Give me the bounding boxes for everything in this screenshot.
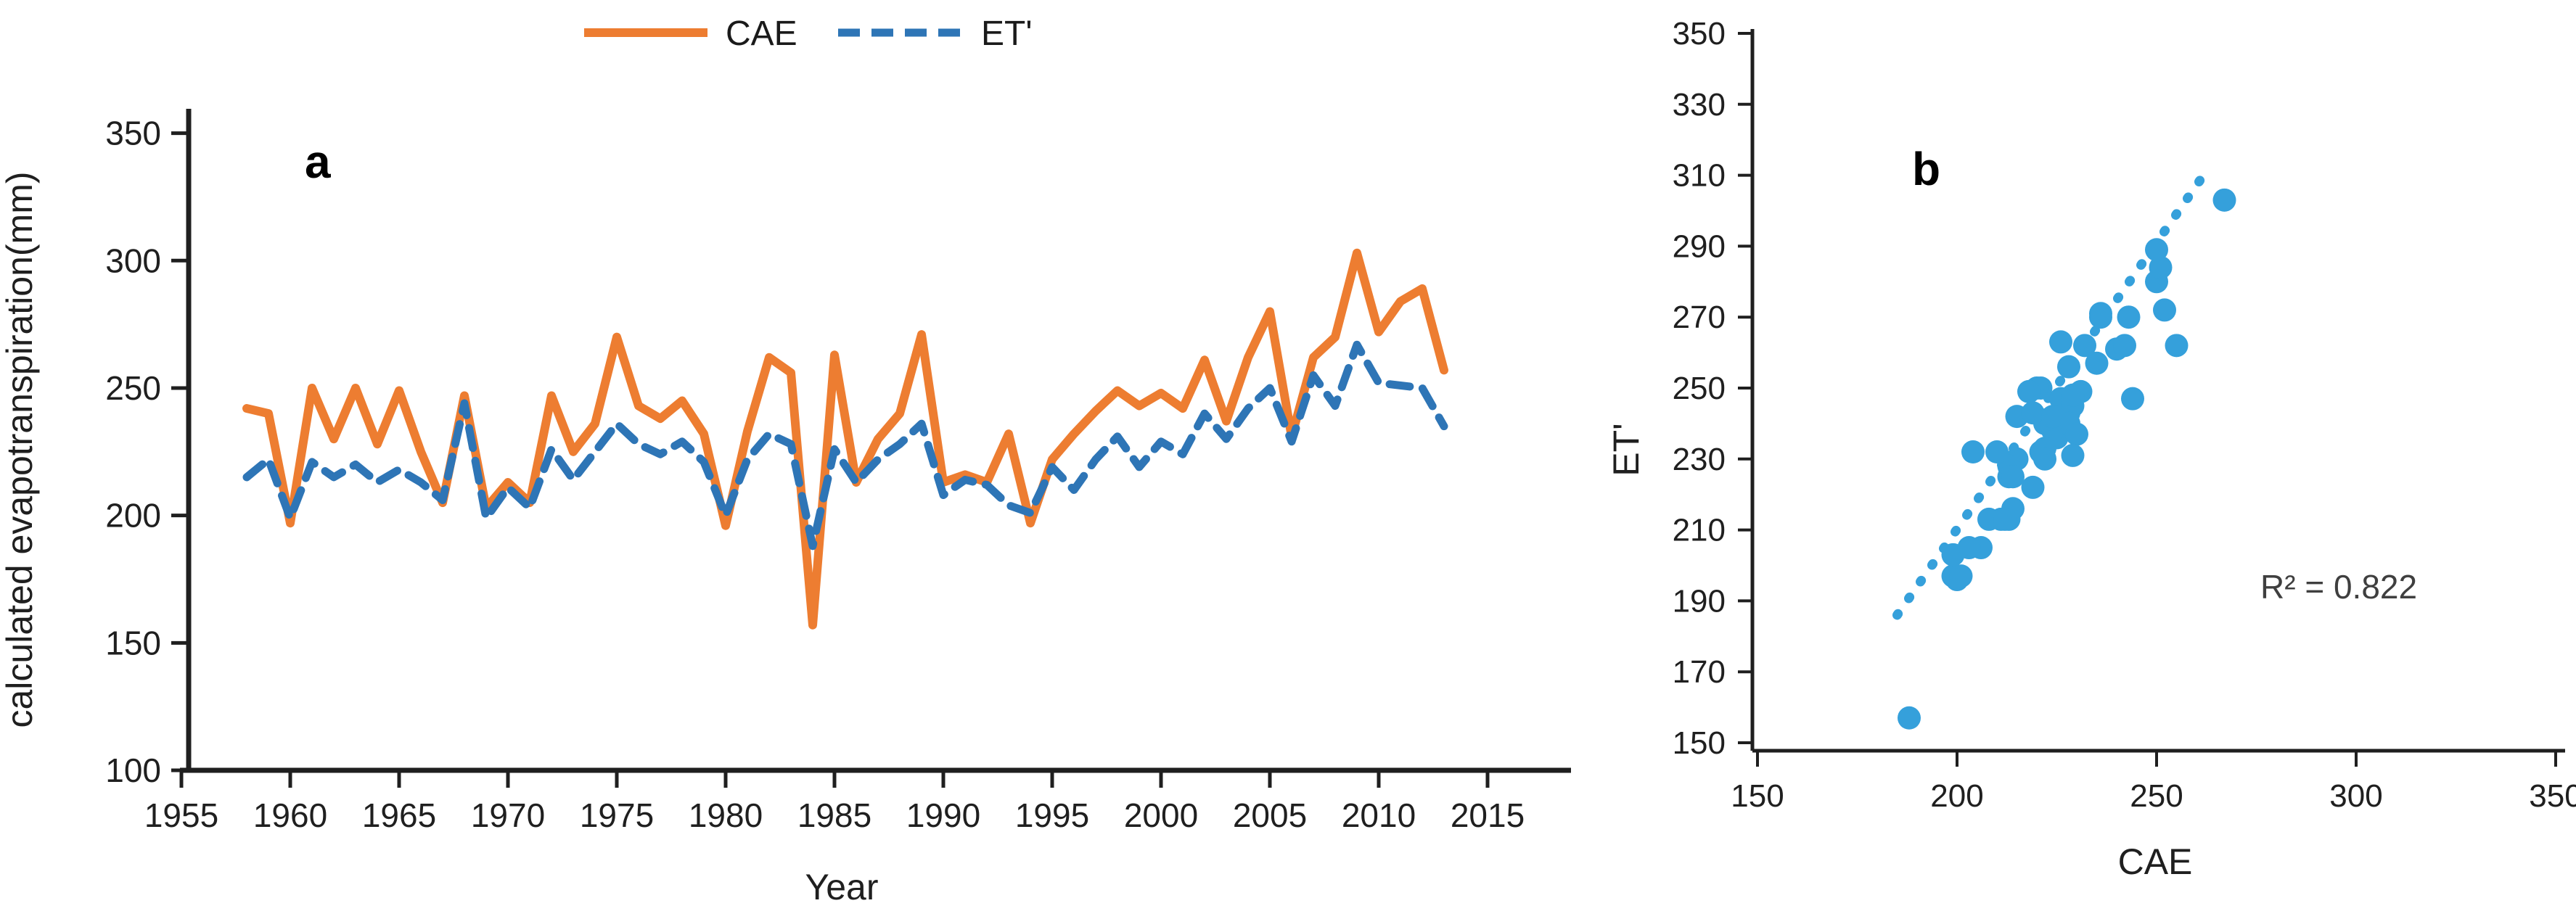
x-tick-label: 1965 xyxy=(362,796,436,834)
x-tick-label: 1995 xyxy=(1015,796,1089,834)
x-tick-label: 250 xyxy=(2130,778,2183,814)
y-tick-label: 310 xyxy=(1673,158,1726,194)
series-line-et xyxy=(242,340,1448,551)
panel-b-scatter-points xyxy=(1898,188,2236,730)
scatter-point xyxy=(2113,334,2136,358)
panel-b-x-axis-title: CAE xyxy=(2118,841,2193,882)
y-tick-label: 210 xyxy=(1673,513,1726,548)
legend-cae-label: CAE xyxy=(726,15,797,53)
scatter-point xyxy=(1993,507,2017,531)
x-tick-label: 1980 xyxy=(689,796,763,834)
scatter-point xyxy=(1949,564,1973,588)
y-tick-label: 150 xyxy=(1673,725,1726,761)
x-tick-label: 200 xyxy=(1930,778,1983,814)
scatter-point xyxy=(2149,255,2173,279)
panel-b-label: b xyxy=(1912,143,1940,195)
legend-et-label: ET' xyxy=(981,15,1033,53)
scatter-point xyxy=(2117,305,2141,329)
panel-a-label: a xyxy=(305,136,331,188)
x-tick-label: 1960 xyxy=(253,796,327,834)
x-tick-label: 2015 xyxy=(1451,796,1525,834)
panel-a-axes: 350 300 250 200 150 100 1955 1960 1965 1970 1975 19… xyxy=(105,109,1571,834)
scatter-point xyxy=(2153,298,2176,322)
x-tick-label: 1985 xyxy=(797,796,871,834)
y-tick-label: 290 xyxy=(1673,228,1726,264)
panel-b-y-axis-title: ET' xyxy=(1606,423,1646,476)
x-tick-label: 1990 xyxy=(906,796,980,834)
scatter-point xyxy=(1977,507,2001,531)
x-tick-label: 1970 xyxy=(471,796,545,834)
scatter-point xyxy=(2065,422,2088,446)
scatter-point xyxy=(1961,440,1985,464)
panel-a-series xyxy=(242,248,1448,630)
panel-a-y-axis-title: calculated evapotranspiration(mm) xyxy=(0,171,40,728)
y-tick-label: 330 xyxy=(1673,87,1726,123)
panel-a-legend: CAE ET' xyxy=(584,15,1033,53)
y-tick-label: 150 xyxy=(105,624,161,662)
scatter-point xyxy=(2049,330,2072,354)
x-tick-label: 1975 xyxy=(580,796,654,834)
y-tick-label: 170 xyxy=(1673,654,1726,690)
x-tick-label: 2000 xyxy=(1124,796,1198,834)
scatter-point xyxy=(1898,706,1921,730)
scatter-point xyxy=(2212,188,2236,212)
y-tick-label: 300 xyxy=(105,242,161,279)
scatter-point xyxy=(2041,405,2064,429)
y-tick-label: 250 xyxy=(1673,371,1726,406)
scatter-point xyxy=(2085,351,2109,375)
scatter-point xyxy=(2165,334,2189,358)
scatter-point xyxy=(2089,302,2112,326)
y-tick-label: 350 xyxy=(105,115,161,152)
x-tick-label: 2010 xyxy=(1342,796,1416,834)
scatter-point xyxy=(2001,465,2025,489)
scatter-point xyxy=(2021,401,2045,425)
scatter-point xyxy=(2017,379,2040,403)
x-tick-label: 2005 xyxy=(1233,796,1307,834)
panel-a-line-chart: 350 300 250 200 150 100 1955 1960 1965 1970 1975 19… xyxy=(0,15,1571,907)
y-tick-label: 350 xyxy=(1673,16,1726,51)
scatter-point xyxy=(2073,334,2096,358)
scatter-point xyxy=(2021,475,2045,499)
scatter-point xyxy=(2061,383,2085,407)
scatter-point xyxy=(1985,440,2009,464)
y-tick-label: 100 xyxy=(105,751,161,789)
x-tick-label: 300 xyxy=(2329,778,2382,814)
x-tick-label: 350 xyxy=(2529,778,2576,814)
series-line-cae xyxy=(242,248,1448,630)
x-tick-label: 1955 xyxy=(144,796,218,834)
y-tick-label: 230 xyxy=(1673,442,1726,477)
x-tick-label: 150 xyxy=(1731,778,1784,814)
y-tick-label: 200 xyxy=(105,497,161,535)
scatter-point xyxy=(2057,355,2080,379)
y-tick-label: 270 xyxy=(1673,300,1726,335)
scatter-point xyxy=(1957,536,1981,560)
scatter-point xyxy=(2121,387,2144,411)
panel-a-x-axis-title: Year xyxy=(805,867,878,907)
scatter-point xyxy=(2061,443,2085,467)
r-squared-annotation: R² = 0.822 xyxy=(2260,568,2417,606)
y-tick-label: 250 xyxy=(105,369,161,407)
y-tick-label: 190 xyxy=(1673,583,1726,619)
scatter-point xyxy=(2033,447,2056,471)
scatter-point xyxy=(2145,238,2168,262)
